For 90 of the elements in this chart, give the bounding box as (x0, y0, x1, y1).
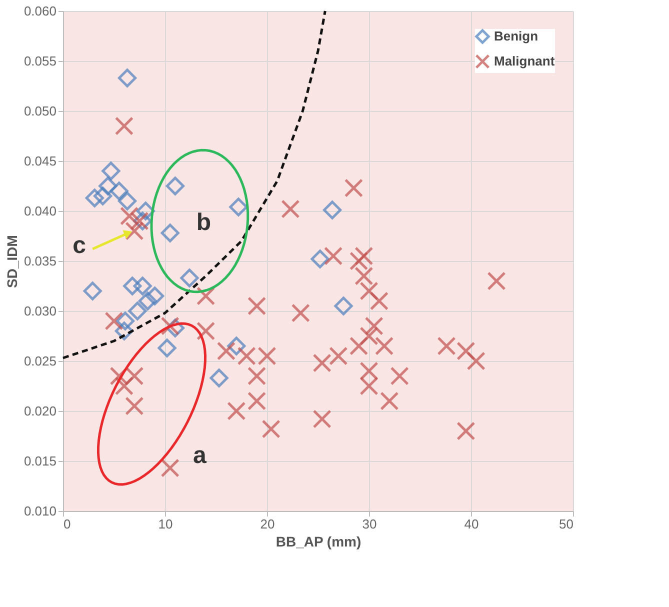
point (229, 198, 248, 216)
y-tick-label: 0.050 (24, 104, 56, 118)
y-tick-label: 0.030 (24, 304, 56, 318)
y-tick-label: 0.060 (24, 4, 56, 18)
y-tick-label: 0.020 (24, 404, 56, 418)
point (216, 342, 236, 360)
point (227, 402, 246, 420)
point (110, 182, 128, 200)
point (310, 250, 330, 268)
line-series (62, 10, 326, 360)
point (128, 302, 147, 320)
x-tick-label: 0 (64, 516, 71, 532)
point (247, 392, 266, 410)
point (247, 366, 266, 386)
legend-label: Malignant (494, 54, 556, 68)
point (125, 222, 144, 240)
point (487, 272, 506, 290)
point (456, 422, 476, 440)
point (354, 266, 374, 286)
point (227, 336, 246, 356)
point (93, 186, 112, 206)
point (133, 276, 152, 296)
y-tick-label: 0.025 (24, 354, 56, 368)
y-axis-title: SD_IDM (4, 235, 20, 288)
y-tick-label: 0.045 (24, 154, 56, 168)
point (364, 316, 384, 336)
point (98, 176, 118, 196)
annotation: b (196, 209, 212, 236)
point (344, 178, 364, 198)
y-tick-label: 0.010 (24, 504, 56, 518)
point (262, 420, 280, 438)
point (125, 396, 144, 416)
x-tick-label: 20 (260, 516, 275, 532)
point (437, 336, 456, 356)
point (160, 458, 180, 478)
point (85, 188, 104, 208)
point (390, 366, 409, 386)
point (145, 286, 164, 306)
y-tick-label: 0.015 (24, 454, 56, 468)
annotation: a (193, 442, 207, 469)
point (360, 362, 378, 380)
point (196, 286, 216, 306)
point (349, 336, 368, 356)
point (130, 212, 149, 230)
legend-label: Benign (494, 28, 538, 44)
point (329, 346, 348, 366)
point (158, 338, 176, 358)
point (180, 268, 199, 288)
x-axis-title: BB_AP (mm) (276, 534, 362, 550)
point (334, 296, 353, 316)
point (374, 336, 394, 356)
point (118, 192, 137, 210)
point (104, 312, 124, 330)
x-tick-label: 40 (464, 516, 479, 532)
annotation: c (72, 232, 86, 259)
point (196, 322, 216, 340)
point (247, 296, 266, 316)
point (83, 282, 102, 300)
point (160, 224, 180, 242)
point (291, 304, 310, 322)
point (116, 312, 135, 330)
x-tick-label: 10 (158, 516, 173, 532)
point (138, 292, 157, 310)
point (324, 246, 343, 266)
y-tick-label: 0.055 (24, 54, 56, 68)
point (166, 176, 185, 196)
point (312, 410, 332, 428)
point (456, 342, 476, 360)
point (114, 116, 134, 136)
point (281, 200, 300, 218)
point (118, 68, 137, 88)
point (466, 352, 486, 370)
point (349, 252, 368, 270)
point (380, 392, 399, 410)
point (123, 276, 142, 296)
x-tick-label: 50 (559, 516, 574, 532)
x-tick-label: 30 (362, 516, 377, 532)
point (312, 354, 332, 372)
point (322, 200, 342, 220)
point (370, 292, 389, 310)
point (114, 376, 134, 396)
point (360, 282, 378, 300)
y-tick-label: 0.035 (24, 254, 56, 268)
point (102, 162, 120, 180)
y-tick-label: 0.040 (24, 204, 56, 218)
point (120, 206, 139, 226)
point (360, 326, 378, 346)
point (360, 376, 378, 396)
point (210, 368, 228, 388)
point (354, 246, 374, 266)
